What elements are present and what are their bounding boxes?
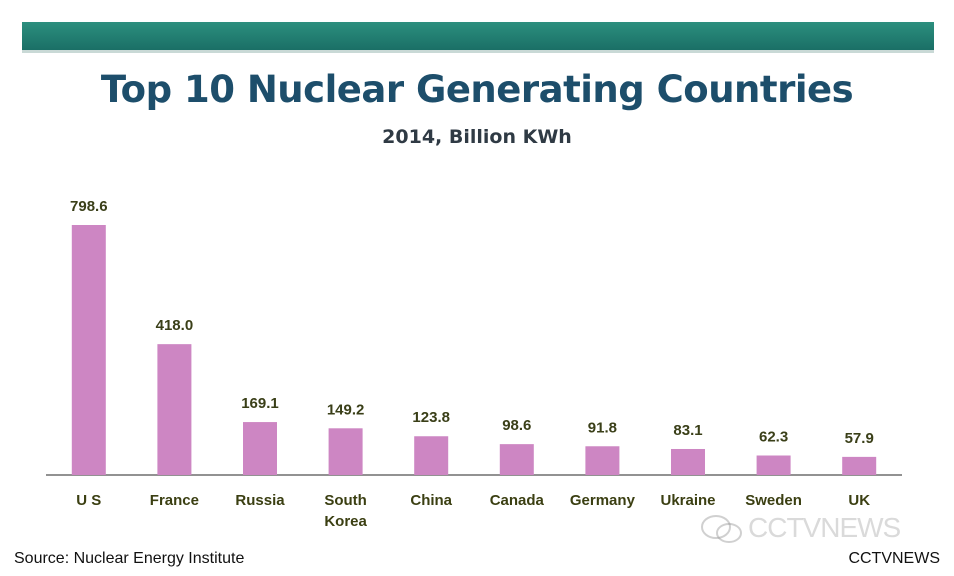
bars-group <box>71 225 877 475</box>
value-label: 83.1 <box>673 422 702 439</box>
value-label: 57.9 <box>845 430 874 447</box>
bar-sweden <box>756 455 791 475</box>
bar-ukraine <box>671 448 705 475</box>
value-label: 91.8 <box>588 419 617 436</box>
bar-russia <box>243 422 277 475</box>
watermark-text: CCTVNEWS <box>748 512 901 543</box>
bar-uk <box>842 456 877 475</box>
value-label: 169.1 <box>241 395 279 412</box>
category-labels-group: U S France Russia South Korea China Canada Germ… <box>76 492 870 530</box>
header-band <box>22 22 934 50</box>
category-label: Russia <box>235 492 285 509</box>
category-label: U S <box>76 492 101 509</box>
category-label: South Korea <box>324 492 367 530</box>
category-label: France <box>150 492 199 509</box>
value-label: 123.8 <box>412 409 450 426</box>
category-label: Ukraine <box>660 492 715 509</box>
category-label: China <box>410 492 452 509</box>
category-label: Sweden <box>745 492 802 509</box>
value-label: 98.6 <box>502 417 531 434</box>
bar-germany <box>585 446 620 475</box>
bar-canada <box>499 444 534 475</box>
credit-label: CCTVNEWS <box>848 550 940 567</box>
bar-south-korea <box>328 428 363 475</box>
header-band-shadow <box>22 50 934 53</box>
category-label: Canada <box>490 492 545 509</box>
value-label: 798.6 <box>70 198 108 215</box>
bar-u-s <box>71 225 106 475</box>
category-label: Germany <box>570 492 636 509</box>
chart-title: Top 10 Nuclear Generating Countries <box>100 68 854 111</box>
value-label: 418.0 <box>156 317 194 334</box>
bar-france <box>157 344 192 475</box>
wechat-icon <box>701 515 742 543</box>
value-label: 149.2 <box>327 401 365 418</box>
chart-subtitle: 2014, Billion KWh <box>382 126 572 148</box>
source-note: Source: Nuclear Energy Institute <box>14 550 245 567</box>
bar-china <box>414 436 449 475</box>
category-label: UK <box>848 492 870 509</box>
value-label: 62.3 <box>759 428 788 445</box>
value-labels-group: 798.6 418.0 169.1 149.2 123.8 98.6 91.8 83.1 62.… <box>70 198 874 447</box>
